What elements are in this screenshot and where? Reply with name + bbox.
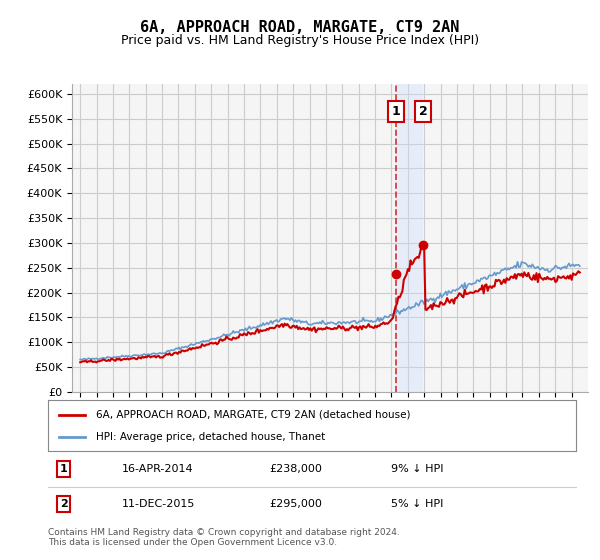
Text: 1: 1: [60, 464, 68, 474]
Text: 11-DEC-2015: 11-DEC-2015: [122, 499, 195, 509]
Text: 16-APR-2014: 16-APR-2014: [122, 464, 194, 474]
Text: Price paid vs. HM Land Registry's House Price Index (HPI): Price paid vs. HM Land Registry's House …: [121, 34, 479, 46]
Text: 2: 2: [419, 105, 428, 118]
Text: 6A, APPROACH ROAD, MARGATE, CT9 2AN (detached house): 6A, APPROACH ROAD, MARGATE, CT9 2AN (det…: [95, 409, 410, 419]
Text: 5% ↓ HPI: 5% ↓ HPI: [391, 499, 443, 509]
Text: 9% ↓ HPI: 9% ↓ HPI: [391, 464, 444, 474]
Text: 6A, APPROACH ROAD, MARGATE, CT9 2AN: 6A, APPROACH ROAD, MARGATE, CT9 2AN: [140, 20, 460, 35]
Text: £238,000: £238,000: [270, 464, 323, 474]
Text: 1: 1: [392, 105, 401, 118]
Text: Contains HM Land Registry data © Crown copyright and database right 2024.
This d: Contains HM Land Registry data © Crown c…: [48, 528, 400, 547]
Text: 2: 2: [60, 499, 68, 509]
Text: £295,000: £295,000: [270, 499, 323, 509]
Text: HPI: Average price, detached house, Thanet: HPI: Average price, detached house, Than…: [95, 432, 325, 442]
Bar: [396, 84, 423, 392]
